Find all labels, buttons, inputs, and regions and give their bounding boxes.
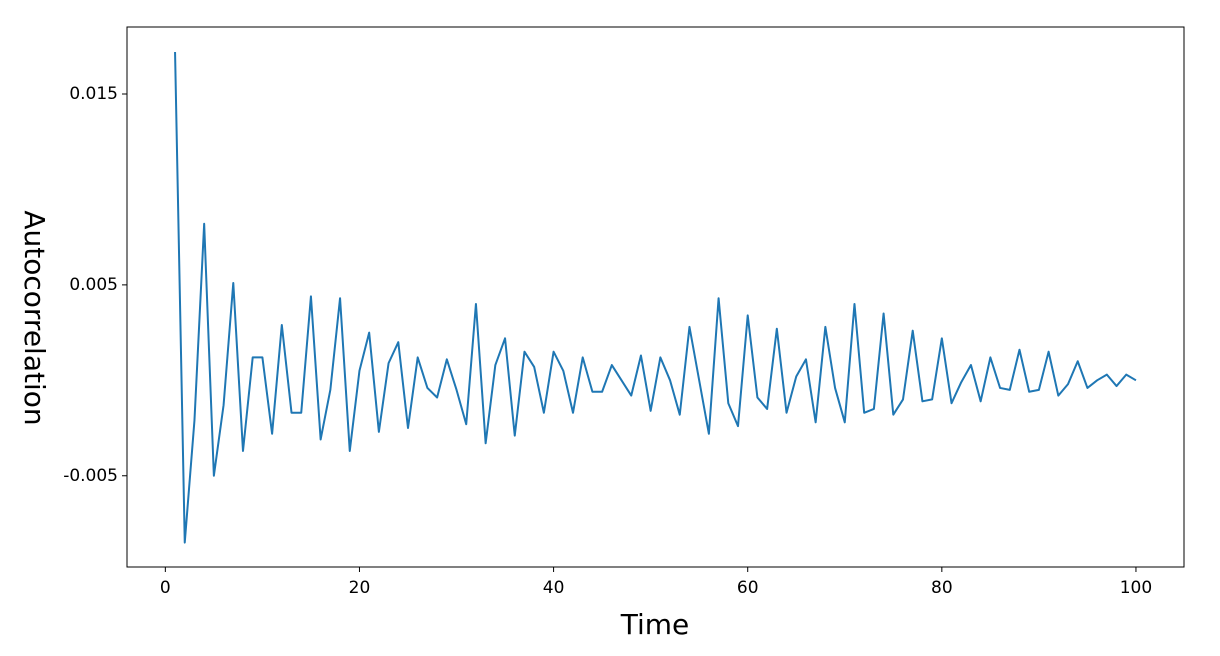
x-tick-label: 60: [737, 578, 759, 598]
data-line: [174, 51, 1137, 544]
plot-frame: [126, 26, 1185, 568]
x-tick-label: 100: [1120, 578, 1152, 598]
y-tick-label: 0.015: [69, 84, 118, 104]
y-tick-label: -0.005: [63, 466, 118, 486]
x-tick-label: 0: [160, 578, 171, 598]
x-tick-label: 20: [349, 578, 371, 598]
y-axis-label: Autocorrelation: [18, 210, 51, 425]
y-tick-label: 0.005: [69, 275, 118, 295]
x-axis-label: Time: [620, 608, 690, 641]
x-tick-label: 40: [543, 578, 565, 598]
x-tick-label: 80: [931, 578, 953, 598]
